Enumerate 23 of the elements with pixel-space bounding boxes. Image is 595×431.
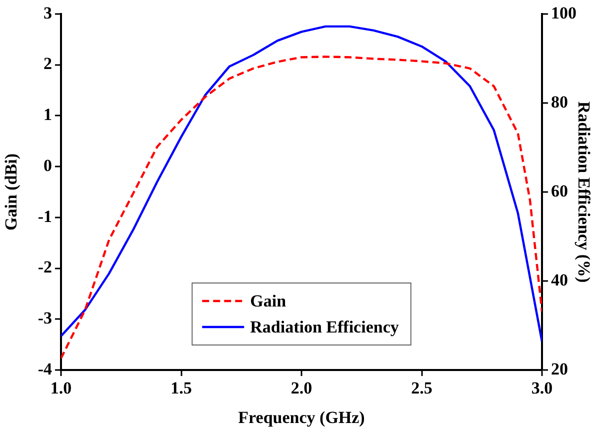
x-tick-label: 3.0 — [531, 378, 553, 398]
legend-label: Gain — [250, 291, 287, 310]
x-tick-label: 1.5 — [170, 378, 192, 398]
y2-axis-title: Radiation Efficiency (%) — [574, 101, 594, 283]
y-tick-label: -2 — [38, 258, 52, 277]
y2-tick-label: 20 — [551, 359, 568, 378]
y-tick-label: -1 — [38, 206, 52, 226]
y-tick-label: -3 — [38, 308, 52, 328]
y2-tick-label: 60 — [551, 181, 568, 200]
x-tick-label: 2.5 — [411, 378, 432, 398]
x-tick-label: 2.0 — [290, 378, 312, 398]
y-axis-title: Gain (dBi) — [2, 154, 21, 230]
x-tick-label: 1.0 — [50, 378, 72, 398]
y2-tick-label: 100 — [551, 3, 576, 22]
y-tick-label: 3 — [44, 3, 52, 22]
y-tick-label: 2 — [44, 54, 52, 74]
y-tick-label: -4 — [38, 359, 52, 378]
y2-tick-label: 40 — [551, 270, 568, 290]
y2-tick-label: 80 — [551, 92, 568, 112]
legend-label: Radiation Efficiency — [250, 317, 400, 336]
x-axis-title: Frequency (GHz) — [238, 408, 365, 428]
y-tick-label: 1 — [44, 105, 52, 124]
y-tick-label: 0 — [44, 156, 52, 175]
